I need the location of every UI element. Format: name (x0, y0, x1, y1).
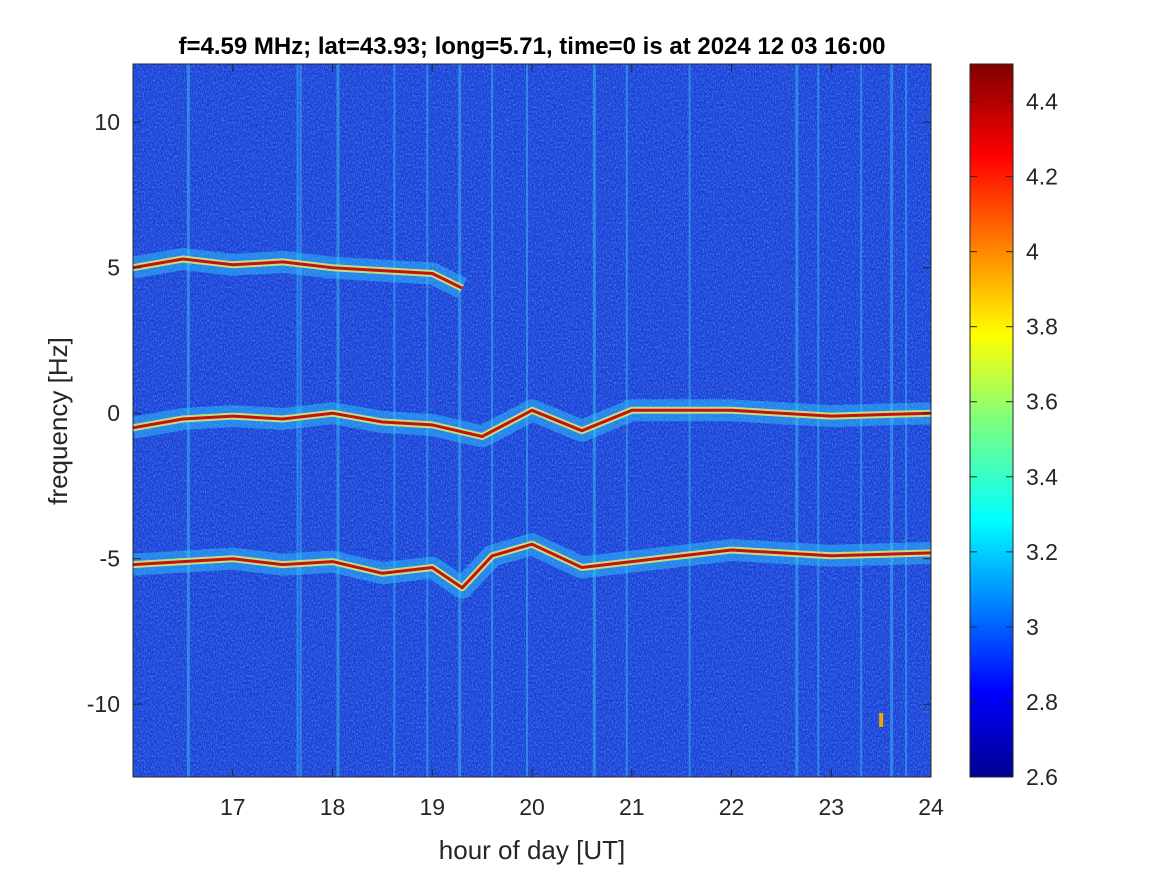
hotspot-mark (879, 712, 884, 727)
x-tick-label: 22 (719, 794, 745, 820)
x-tick-label: 20 (519, 794, 545, 820)
heatmap-plot-area (133, 64, 931, 777)
interference-line (458, 64, 462, 777)
y-tick-label: 0 (107, 400, 120, 426)
colorbar-tick-label: 3.8 (1026, 314, 1058, 340)
colorbar-tick-label: 4 (1026, 239, 1039, 265)
colorbar-tick-label: 2.6 (1026, 764, 1058, 790)
interference-line (625, 64, 628, 777)
interference-line (299, 64, 302, 777)
colorbar-tick-label: 3 (1026, 614, 1039, 640)
x-tick-label: 21 (619, 794, 645, 820)
colorbar-tick-label: 3.2 (1026, 539, 1058, 565)
y-tick-label: -10 (87, 691, 120, 717)
x-tick-label: 18 (320, 794, 346, 820)
interference-line (817, 64, 820, 777)
interference-line (688, 64, 691, 777)
y-axis-label: frequency [Hz] (43, 337, 73, 505)
y-tick-label: 5 (107, 255, 120, 281)
trace-core (133, 408, 931, 438)
y-tick-label: 10 (94, 109, 120, 135)
colorbar-tick-label: 4.4 (1026, 89, 1058, 115)
interference-line (860, 64, 863, 777)
colorbar-tick-label: 3.6 (1026, 389, 1058, 415)
y-axis: 10 5 0 -5 -10 (87, 109, 931, 717)
x-axis-label: hour of day [UT] (439, 835, 625, 865)
x-tick-label: 23 (818, 794, 844, 820)
y-tick-label: -5 (100, 546, 120, 572)
interference-line (491, 64, 494, 777)
chart-title: f=4.59 MHz; lat=43.93; long=5.71, time=0… (178, 33, 885, 60)
signal-traces (133, 248, 931, 727)
colorbar-tick-label: 2.8 (1026, 689, 1058, 715)
x-tick-label: 24 (918, 794, 944, 820)
interference-line (426, 64, 429, 777)
interference-line (592, 64, 596, 777)
interference-line (526, 64, 529, 777)
x-axis: 17 18 19 20 21 22 23 24 (220, 64, 944, 820)
interference-line (336, 64, 340, 777)
interference-line (795, 64, 799, 777)
x-tick-label: 19 (419, 794, 445, 820)
interference-line (890, 64, 894, 777)
colorbar (969, 63, 1014, 778)
trace-core (133, 257, 463, 290)
interference-line (905, 64, 908, 777)
colorbar-tick-label: 4.2 (1026, 164, 1058, 190)
colorbar-tick-label: 3.4 (1026, 464, 1058, 490)
colorbar-axis: 4.4 4.2 4 3.8 3.6 3.4 3.2 3 2.8 2.6 (970, 89, 1058, 790)
x-tick-label: 17 (220, 794, 246, 820)
trace-core (133, 542, 931, 590)
